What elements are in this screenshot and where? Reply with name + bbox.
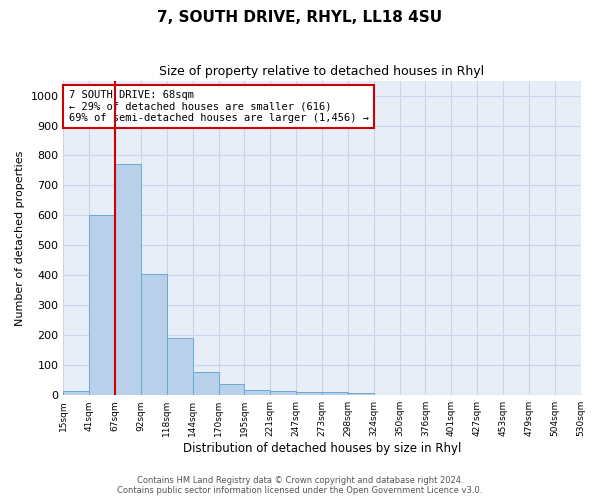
Bar [141,274,167,395]
Bar [64,390,89,395]
Bar [322,392,348,395]
Y-axis label: Number of detached properties: Number of detached properties [15,150,25,326]
Bar [296,392,322,395]
Bar [193,372,218,395]
Bar [270,390,296,395]
Bar [115,164,141,395]
Bar [348,393,374,395]
Bar [244,390,270,395]
Text: 7 SOUTH DRIVE: 68sqm
← 29% of detached houses are smaller (616)
69% of semi-deta: 7 SOUTH DRIVE: 68sqm ← 29% of detached h… [68,90,368,123]
Bar [167,338,193,395]
Text: 7, SOUTH DRIVE, RHYL, LL18 4SU: 7, SOUTH DRIVE, RHYL, LL18 4SU [157,10,443,25]
Bar [89,216,115,395]
Bar [218,384,244,395]
X-axis label: Distribution of detached houses by size in Rhyl: Distribution of detached houses by size … [183,442,461,455]
Title: Size of property relative to detached houses in Rhyl: Size of property relative to detached ho… [160,65,485,78]
Text: Contains HM Land Registry data © Crown copyright and database right 2024.
Contai: Contains HM Land Registry data © Crown c… [118,476,482,495]
